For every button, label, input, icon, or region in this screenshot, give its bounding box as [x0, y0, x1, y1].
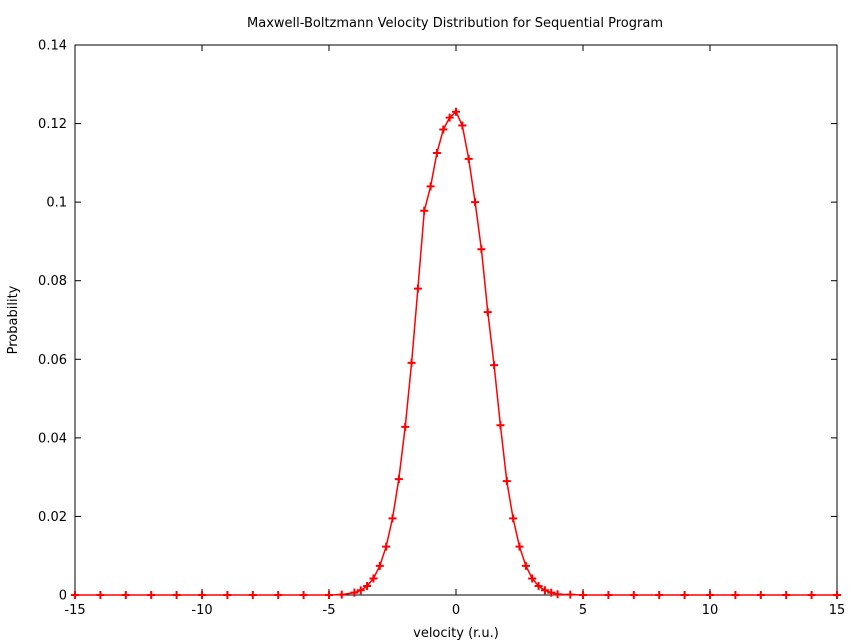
data-point	[413, 284, 422, 293]
data-point	[337, 590, 346, 599]
data-point	[248, 591, 257, 599]
data-point	[477, 245, 486, 254]
data-point	[420, 206, 429, 215]
x-axis-label: velocity (r.u.)	[413, 626, 499, 641]
data-point	[356, 586, 365, 595]
series-line	[75, 110, 837, 596]
data-point	[782, 591, 791, 599]
data-point	[534, 581, 543, 590]
data-point	[350, 588, 359, 597]
x-tick-label: -5	[323, 603, 336, 618]
data-point	[807, 591, 816, 599]
data-point	[509, 514, 518, 523]
x-tick-label: 15	[829, 603, 846, 618]
data-point	[629, 591, 638, 599]
data-point	[274, 591, 283, 599]
data-point	[172, 591, 181, 599]
data-point	[521, 561, 530, 570]
data-point	[382, 542, 391, 551]
y-tick-label: 0	[59, 589, 67, 604]
data-point	[71, 591, 79, 599]
data-point	[464, 154, 473, 163]
data-point	[439, 125, 448, 134]
data-point	[452, 107, 460, 116]
data-point	[566, 590, 575, 599]
data-point	[458, 121, 467, 130]
data-point	[147, 591, 156, 599]
data-point	[121, 591, 130, 599]
x-tick-label: 10	[702, 603, 719, 618]
data-point	[490, 361, 499, 370]
data-point	[553, 590, 562, 599]
data-point	[198, 591, 206, 599]
y-tick-label: 0.06	[38, 353, 67, 368]
data-point	[325, 591, 333, 599]
data-point	[731, 591, 740, 599]
data-point	[833, 591, 841, 599]
y-tick-label: 0.04	[38, 431, 67, 446]
data-point	[515, 542, 524, 551]
data-point	[528, 574, 537, 583]
y-tick-label: 0.14	[38, 39, 67, 54]
data-point	[496, 421, 505, 430]
y-tick-label: 0.12	[38, 117, 67, 132]
data-point	[426, 182, 435, 191]
data-point	[540, 586, 549, 595]
data-point	[432, 149, 441, 158]
data-point	[483, 308, 492, 317]
data-point	[401, 422, 410, 431]
x-tick-label: -10	[191, 603, 212, 618]
data-point	[547, 588, 556, 597]
series-markers	[71, 107, 841, 599]
data-point	[299, 591, 308, 599]
y-tick-label: 0.02	[38, 510, 67, 525]
data-point	[388, 514, 397, 523]
data-point	[445, 113, 454, 122]
y-tick-label: 0.1	[46, 196, 67, 211]
data-point	[579, 591, 587, 599]
x-tick-label: 0	[452, 603, 460, 618]
data-point	[471, 198, 480, 207]
plot-frame	[74, 44, 838, 596]
data-point	[706, 591, 714, 599]
data-point	[604, 591, 613, 599]
data-point	[96, 591, 105, 599]
x-tick-label: 5	[579, 603, 587, 618]
axis-ticks	[74, 44, 838, 596]
data-point	[407, 358, 416, 367]
data-point	[756, 591, 765, 599]
data-point	[655, 591, 664, 599]
y-axis-label: Probability	[6, 285, 21, 354]
data-point	[369, 574, 378, 583]
axis-tick-labels: -15 -10 -5 0 5 10 15 0 0.02 0.04 0.06 0.08 0.1 0.12 0.…	[38, 39, 845, 619]
data-point	[223, 591, 232, 599]
x-tick-label: -15	[64, 603, 85, 618]
data-point	[680, 591, 689, 599]
data-point	[363, 581, 372, 590]
data-point	[375, 561, 384, 570]
data-point	[394, 475, 403, 484]
data-point	[502, 477, 511, 486]
y-tick-label: 0.08	[38, 274, 67, 289]
chart-title: Maxwell-Boltzmann Velocity Distribution …	[247, 16, 663, 31]
